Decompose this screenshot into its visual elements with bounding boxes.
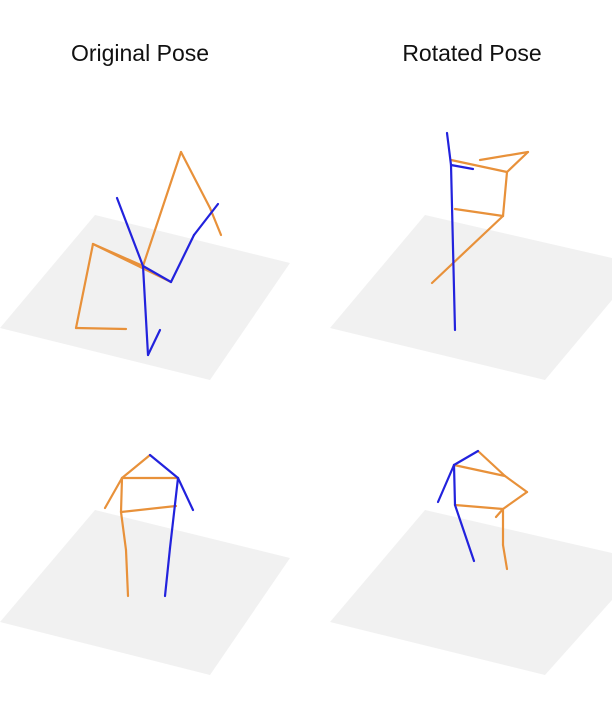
rotated-pose-title: Rotated Pose: [402, 40, 542, 66]
orange-limb-segment: [119, 504, 178, 514]
blue-limb-segment: [192, 202, 220, 237]
original-pose-title: Original Pose: [70, 40, 210, 66]
orange-limb-segment: [449, 158, 509, 174]
blue-limb-segment: [146, 328, 162, 357]
original-pose-top: [74, 150, 223, 357]
orange-limb-segment: [124, 548, 130, 598]
orange-limb-segment: [430, 214, 505, 285]
floor-plane-rotated-bottom: [330, 510, 612, 675]
blue-limb-segment: [176, 476, 195, 512]
blue-limb-segment: [449, 163, 475, 171]
pose-skeletons: [74, 131, 530, 598]
orange-limb-segment: [119, 476, 124, 514]
orange-limb-segment: [494, 507, 505, 519]
orange-limb-segment: [74, 242, 95, 330]
floor-plane-original-bottom: [0, 510, 290, 675]
orange-limb-segment: [453, 503, 505, 511]
blue-limb-segment: [163, 546, 172, 598]
orange-limb-segment: [119, 510, 128, 552]
blue-limb-segment: [141, 264, 150, 357]
blue-limb-segment: [141, 264, 173, 284]
blue-limb-segment: [449, 163, 457, 332]
orange-limb-segment: [501, 543, 509, 571]
blue-limb-segment: [436, 463, 456, 504]
orange-limb-segment: [505, 150, 530, 174]
orange-limb-segment: [120, 453, 152, 480]
orange-limb-segment: [74, 326, 128, 331]
orange-limb-segment: [103, 476, 124, 510]
blue-limb-segment: [148, 453, 180, 480]
blue-limb-segment: [115, 196, 145, 268]
blue-limb-segment: [168, 476, 180, 550]
blue-limb-segment: [452, 463, 457, 507]
rotated-pose-top: [430, 131, 530, 332]
orange-limb-segment: [141, 150, 183, 268]
orange-limb-segment: [452, 463, 507, 478]
orange-limb-segment: [179, 150, 212, 210]
blue-limb-segment: [452, 449, 480, 467]
blue-limb-segment: [453, 503, 476, 563]
blue-limb-segment: [445, 131, 453, 167]
rotated-pose-bottom: [436, 449, 529, 571]
orange-limb-segment: [453, 207, 505, 218]
blue-limb-segment: [169, 233, 196, 284]
original-pose-bottom: [103, 453, 195, 598]
orange-limb-segment: [478, 150, 530, 162]
orange-limb-segment: [501, 490, 529, 511]
floor-plane-rotated-top: [330, 215, 612, 380]
orange-limb-segment: [476, 449, 507, 478]
orange-limb-segment: [503, 474, 529, 494]
orange-limb-segment: [501, 170, 509, 218]
